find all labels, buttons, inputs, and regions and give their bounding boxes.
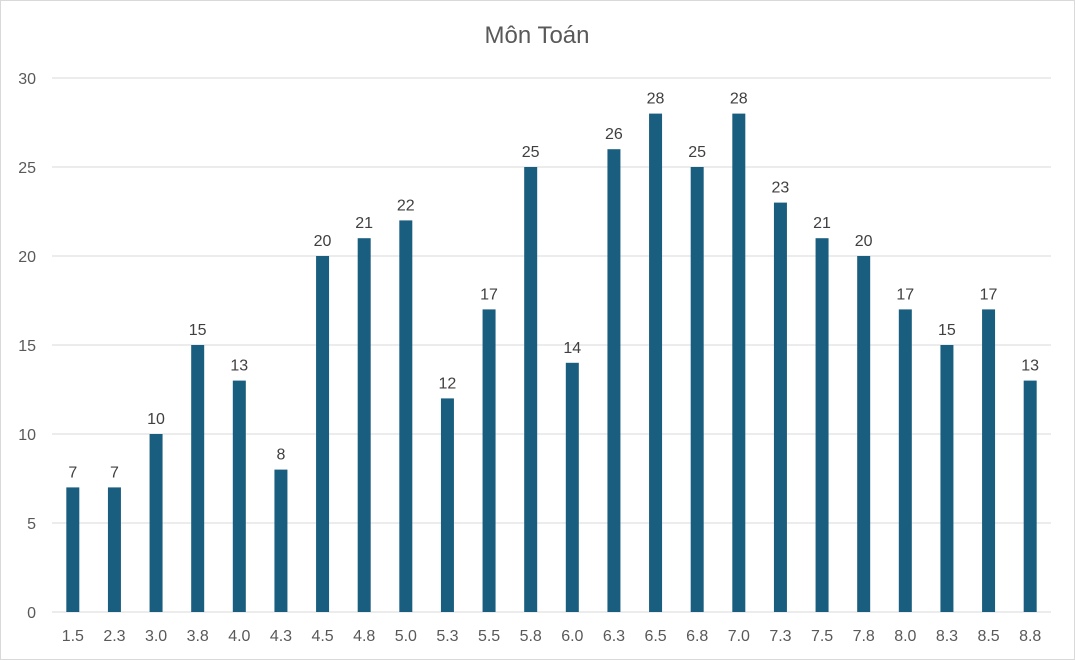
data-label: 21 <box>355 215 373 232</box>
data-label: 13 <box>230 358 248 375</box>
data-label: 28 <box>730 91 748 108</box>
data-label: 20 <box>314 233 332 250</box>
x-tick-label: 7.0 <box>728 628 750 645</box>
x-tick-label: 5.5 <box>478 628 500 645</box>
y-tick-label: 25 <box>18 160 36 177</box>
data-label: 28 <box>647 91 665 108</box>
data-label: 7 <box>68 464 77 481</box>
x-tick-label: 4.5 <box>311 628 333 645</box>
y-tick-label: 10 <box>18 427 36 444</box>
bar-7.0 <box>732 113 746 612</box>
data-label: 21 <box>813 215 831 232</box>
data-label: 7 <box>110 464 119 481</box>
data-label: 17 <box>480 286 498 303</box>
x-tick-label: 5.8 <box>520 628 542 645</box>
data-label: 8 <box>276 447 285 464</box>
data-label: 15 <box>938 322 956 339</box>
bar-6.0 <box>565 362 579 612</box>
x-tick-label: 4.0 <box>228 628 250 645</box>
bar-2.3 <box>107 487 121 612</box>
data-label: 12 <box>439 375 457 392</box>
x-tick-label: 3.0 <box>145 628 167 645</box>
x-tick-label: 6.0 <box>561 628 583 645</box>
bar-8.5 <box>982 309 996 612</box>
bar-1.5 <box>66 487 80 612</box>
x-tick-label: 1.5 <box>62 628 84 645</box>
x-tick-label: 7.5 <box>811 628 833 645</box>
bar-7.5 <box>815 238 829 612</box>
x-tick-label: 6.5 <box>644 628 666 645</box>
bar-5.0 <box>399 220 413 612</box>
data-label: 25 <box>688 144 706 161</box>
bar-8.3 <box>940 345 954 612</box>
bar-6.3 <box>607 149 621 612</box>
bars <box>66 113 1037 612</box>
data-label: 22 <box>397 197 415 214</box>
bar-4.0 <box>232 380 246 612</box>
data-label: 26 <box>605 126 623 143</box>
bar-5.5 <box>482 309 496 612</box>
y-tick-label: 15 <box>18 338 36 355</box>
y-tick-label: 30 <box>18 71 36 88</box>
bar-4.5 <box>316 256 330 612</box>
bar-4.3 <box>274 469 288 612</box>
data-label: 15 <box>189 322 207 339</box>
bar-8.8 <box>1023 380 1037 612</box>
y-tick-label: 20 <box>18 249 36 266</box>
data-label: 25 <box>522 144 540 161</box>
y-tick-label: 5 <box>27 516 36 533</box>
x-tick-label: 4.8 <box>353 628 375 645</box>
x-tick-label: 8.3 <box>936 628 958 645</box>
bar-8.0 <box>898 309 912 612</box>
bar-7.8 <box>857 256 871 612</box>
x-tick-label: 3.8 <box>187 628 209 645</box>
bar-3.0 <box>149 434 163 612</box>
data-label: 14 <box>563 340 581 357</box>
x-tick-label: 8.5 <box>977 628 999 645</box>
x-tick-label: 8.8 <box>1019 628 1041 645</box>
bar-4.8 <box>357 238 371 612</box>
data-label: 13 <box>1021 358 1039 375</box>
bar-6.5 <box>649 113 663 612</box>
x-tick-label: 6.3 <box>603 628 625 645</box>
bar-5.8 <box>524 167 538 612</box>
x-tick-label: 6.8 <box>686 628 708 645</box>
bar-7.3 <box>773 202 787 612</box>
bar-6.8 <box>690 167 704 612</box>
x-tick-label: 2.3 <box>103 628 125 645</box>
bar-3.8 <box>191 345 205 612</box>
data-labels: 7 7 10 15 13 8 20 21 22 12 17 25 14 26 28 25 28 23 21 20 17 1… <box>68 91 1039 482</box>
data-label: 20 <box>855 233 873 250</box>
y-axis-ticks: 0 5 10 15 20 25 30 <box>18 71 36 622</box>
x-tick-label: 5.3 <box>436 628 458 645</box>
grid-lines <box>52 77 1051 613</box>
x-axis-ticks: 1.5 2.3 3.0 3.8 4.0 4.3 4.5 4.8 5.0 5.3 5.5 5.8 6.0 6… <box>62 628 1042 645</box>
x-tick-label: 7.3 <box>769 628 791 645</box>
bar-5.3 <box>440 398 454 612</box>
x-tick-label: 5.0 <box>395 628 417 645</box>
chart-title: Môn Toán <box>485 22 590 49</box>
data-label: 17 <box>980 286 998 303</box>
y-tick-label: 0 <box>27 605 36 622</box>
x-tick-label: 8.0 <box>894 628 916 645</box>
data-label: 10 <box>147 411 165 428</box>
x-tick-label: 4.3 <box>270 628 292 645</box>
x-tick-label: 7.8 <box>853 628 875 645</box>
data-label: 17 <box>896 286 914 303</box>
data-label: 23 <box>772 180 790 197</box>
